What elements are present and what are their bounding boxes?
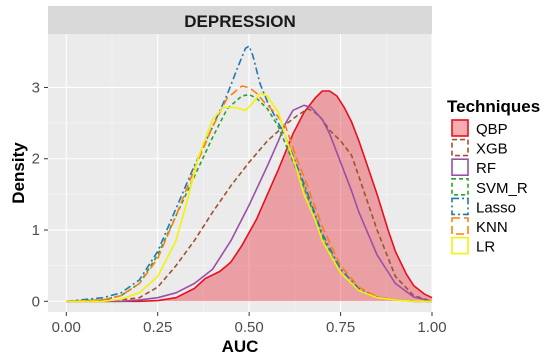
- grid-minor: [48, 34, 432, 312]
- legend-label: QBP: [476, 121, 508, 138]
- legend-key: [451, 178, 469, 196]
- y-axis: 0 1 2 3: [32, 79, 48, 310]
- legend-item: QBP: [451, 119, 508, 138]
- legend-key: [451, 119, 469, 137]
- legend-item: RF: [451, 158, 496, 177]
- legend-label: KNN: [476, 219, 508, 236]
- x-tick-label: 1.00: [417, 319, 446, 336]
- legend-item: SVM_R: [451, 178, 528, 197]
- density-line-qbp: [66, 90, 433, 303]
- legend-item: XGB: [451, 138, 508, 158]
- legend-label: XGB: [476, 141, 508, 158]
- legend: QBP XGB RF SVM_R Lasso KNN LR: [451, 119, 528, 256]
- legend-key: [451, 236, 469, 255]
- x-axis: 0.00 0.25 0.50 0.75 1.00: [52, 312, 447, 336]
- legend-key: [451, 217, 469, 235]
- y-tick-label: 3: [32, 79, 40, 96]
- density-line-lr: [66, 92, 432, 303]
- legend-label: SVM_R: [476, 180, 528, 197]
- density-line-rf: [66, 104, 433, 303]
- legend-label: Lasso: [476, 199, 516, 216]
- legend-label: RF: [476, 160, 496, 177]
- density-line-knn: [66, 85, 432, 303]
- x-axis-title: AUC: [222, 337, 259, 356]
- x-tick-label: 0.00: [52, 319, 81, 336]
- legend-item: LR: [451, 236, 495, 256]
- legend-title: Techniques: [447, 97, 540, 116]
- y-tick-label: 0: [32, 293, 40, 310]
- x-tick-label: 0.25: [143, 319, 172, 336]
- legend-key: [451, 158, 469, 176]
- legend-key: [451, 197, 469, 216]
- x-tick-label: 0.50: [235, 319, 264, 336]
- density-line-xgb: [66, 108, 433, 303]
- facet-title: DEPRESSION: [184, 12, 295, 31]
- legend-key: [451, 138, 469, 157]
- legend-label: LR: [476, 239, 495, 256]
- legend-item: KNN: [451, 217, 508, 236]
- y-tick-label: 2: [32, 151, 40, 168]
- y-tick-label: 1: [32, 222, 40, 239]
- legend-item: Lasso: [451, 197, 516, 216]
- density-line-lasso: [66, 45, 432, 303]
- x-tick-label: 0.75: [326, 319, 355, 336]
- series-layer: [66, 45, 433, 303]
- strip-background: [48, 6, 432, 34]
- y-axis-title: Density: [9, 142, 28, 204]
- density-area-qbp: [66, 91, 433, 302]
